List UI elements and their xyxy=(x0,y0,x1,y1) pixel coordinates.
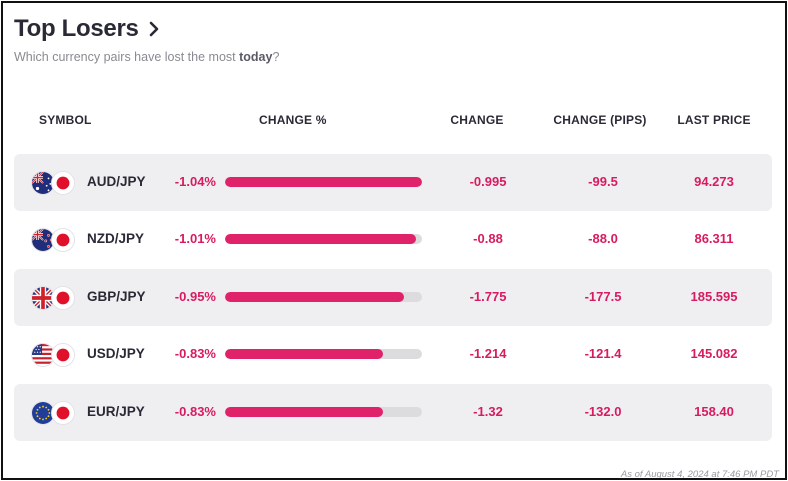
table-row-eur-jpy[interactable]: EUR/JPY -0.83% -1.32 -132.0 158.40 xyxy=(14,384,772,441)
title-link[interactable]: Top Losers xyxy=(14,15,163,43)
change-percent: -0.83% xyxy=(174,346,216,361)
change-bar xyxy=(225,349,422,359)
table-row-usd-jpy[interactable]: USD/JPY -0.83% -1.214 -121.4 145.082 xyxy=(14,326,772,383)
change-pips-value: -177.5 xyxy=(584,289,622,304)
table-row-gbp-jpy[interactable]: GBP/JPY -0.95% -1.775 -177.5 185.595 xyxy=(14,269,772,326)
japan-flag-icon xyxy=(51,401,75,425)
pair-symbol: GBP/JPY xyxy=(87,289,146,304)
change-bar xyxy=(225,177,422,187)
column-header-change: CHANGE xyxy=(450,113,504,127)
pair-flags xyxy=(31,170,77,196)
change-value: -1.775 xyxy=(469,289,507,304)
chevron-right-icon xyxy=(149,21,158,37)
uk-flag-icon xyxy=(31,286,55,310)
column-header-change-pips: CHANGE (PIPS) xyxy=(553,113,647,127)
australia-flag-icon xyxy=(31,171,55,195)
table-row-nzd-jpy[interactable]: NZD/JPY -1.01% -0.88 -88.0 86.311 xyxy=(14,211,772,268)
change-bar xyxy=(225,407,422,417)
change-bar xyxy=(225,234,422,244)
pair-flags xyxy=(31,285,77,311)
last-price-value: 86.311 xyxy=(694,231,734,246)
change-pips-value: -99.5 xyxy=(588,174,618,189)
pair-symbol: AUD/JPY xyxy=(87,174,146,189)
change-bar-fill xyxy=(225,349,383,359)
change-value: -0.88 xyxy=(473,231,503,246)
last-price-value: 158.40 xyxy=(694,404,734,419)
column-header-change-pct: CHANGE % xyxy=(259,113,327,127)
japan-flag-icon xyxy=(51,286,75,310)
change-bar-fill xyxy=(225,177,422,187)
change-percent: -0.83% xyxy=(174,404,216,419)
japan-flag-icon xyxy=(51,228,75,252)
pair-flags xyxy=(31,227,77,253)
change-percent: -0.95% xyxy=(174,289,216,304)
timestamp: As of August 4, 2024 at 7:46 PM PDT xyxy=(620,469,779,480)
pair-symbol: NZD/JPY xyxy=(87,231,145,246)
change-bar-fill xyxy=(225,292,405,302)
change-bar-fill xyxy=(225,407,383,417)
change-value: -0.995 xyxy=(469,174,507,189)
last-price-value: 145.082 xyxy=(690,346,738,361)
pair-symbol: EUR/JPY xyxy=(87,404,145,419)
widget-subtitle: Which currency pairs have lost the most … xyxy=(14,50,280,64)
japan-flag-icon xyxy=(51,171,75,195)
change-percent: -1.01% xyxy=(174,231,216,246)
last-price-value: 94.273 xyxy=(694,174,734,189)
change-bar xyxy=(225,292,422,302)
pair-flags xyxy=(31,342,77,368)
change-pips-value: -132.0 xyxy=(584,404,622,419)
pair-flags xyxy=(31,400,77,426)
japan-flag-icon xyxy=(51,343,75,367)
table-row-aud-jpy[interactable]: AUD/JPY -1.04% -0.995 -99.5 94.273 xyxy=(14,154,772,211)
change-pips-value: -121.4 xyxy=(584,346,622,361)
last-price-value: 185.595 xyxy=(690,289,738,304)
change-value: -1.32 xyxy=(473,404,503,419)
change-pips-value: -88.0 xyxy=(588,231,618,246)
widget-title: Top Losers xyxy=(14,15,139,42)
column-header-symbol: SYMBOL xyxy=(39,113,92,127)
change-bar-fill xyxy=(225,234,417,244)
change-percent: -1.04% xyxy=(174,174,216,189)
pair-symbol: USD/JPY xyxy=(87,346,145,361)
change-value: -1.214 xyxy=(469,346,507,361)
column-header-last-price: LAST PRICE xyxy=(677,113,751,127)
